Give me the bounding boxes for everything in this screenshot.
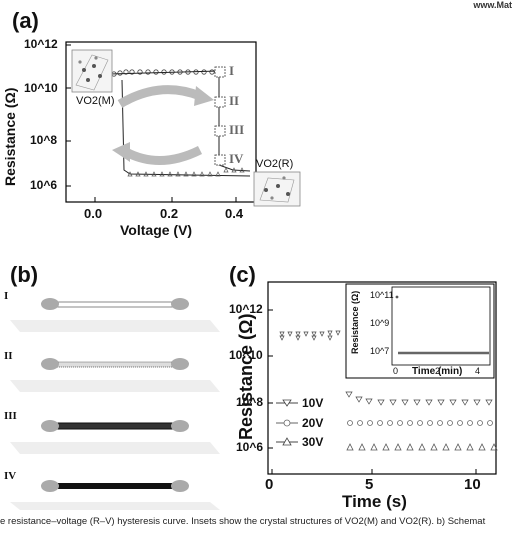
- rod-label-IV: IV: [4, 470, 17, 482]
- rod-label-III: III: [4, 410, 17, 422]
- legend-20v: 20V: [302, 416, 324, 430]
- rod-row-I: [10, 298, 220, 332]
- panel-c-tag: (c): [229, 262, 256, 287]
- panel-c-ytick-0: 10^6: [236, 440, 264, 454]
- plot-frame-c: [267, 281, 497, 475]
- state-I: I: [229, 63, 235, 78]
- plot-frame: [65, 41, 257, 203]
- rod-row-III: [10, 420, 220, 454]
- inset-ylabel: Resistance (Ω): [350, 290, 360, 354]
- low-state-markers: [127, 167, 245, 177]
- panel-a-xtick-0: 0.0: [84, 206, 103, 221]
- panel-c-ytick-2: 10^10: [229, 348, 263, 362]
- panel-c-chart: [267, 281, 498, 475]
- crystal-inset-right: [253, 171, 301, 207]
- panel-a-ytick-3: 10^12: [24, 37, 58, 51]
- panel-c-inset: [345, 283, 495, 379]
- rod-row-IV: [10, 480, 220, 510]
- panel-a-xlabel: Voltage (V): [120, 222, 193, 238]
- series-30v: [346, 443, 498, 451]
- inset-xtick-2: 4: [475, 366, 481, 376]
- journal-url: www.Mat: [473, 0, 512, 10]
- crystal-inset-left: [71, 49, 113, 93]
- legend-30v: 30V: [302, 435, 324, 449]
- arrow-lower: [123, 145, 203, 165]
- panel-c-ytick-1: 10^8: [236, 395, 264, 409]
- panel-b-rods: [10, 298, 220, 510]
- figure-caption: e resistance–voltage (R–V) hysteresis cu…: [0, 516, 486, 527]
- inset-xlabel: Time (min): [412, 366, 463, 377]
- inset-xtick-1: 2: [435, 366, 441, 376]
- panel-c-xtick-1: 5: [365, 476, 374, 493]
- inset-right-label: VO2(R): [256, 158, 294, 170]
- series-10v-late: [345, 391, 493, 406]
- panel-c-xtick-0: 0: [265, 476, 274, 493]
- rod-row-II: [10, 358, 220, 392]
- state-IV: IV: [229, 151, 244, 166]
- panel-b-tag: (b): [10, 262, 39, 287]
- state-III: III: [229, 122, 245, 137]
- inset-left-label: VO2(M): [76, 95, 115, 107]
- inset-ytick-1: 10^9: [370, 318, 390, 328]
- panel-a-ytick-1: 10^8: [30, 133, 58, 147]
- rod-label-I: I: [4, 290, 9, 302]
- series-10v-early: [279, 330, 341, 341]
- panel-a-xtick-1: 0.2: [160, 206, 179, 221]
- panel-a-chart: [65, 41, 301, 207]
- panel-c-xlabel: Time (s): [342, 492, 407, 511]
- panel-c-ylabel: Resistance (Ω): [236, 313, 256, 440]
- series-20v: [347, 420, 493, 426]
- panel-c-ytick-3: 10^12: [229, 302, 263, 316]
- inset-ytick-0: 10^7: [370, 346, 390, 356]
- legend-c: [276, 399, 298, 446]
- panel-a-xtick-2: 0.4: [225, 206, 244, 221]
- arrow-upper: [117, 85, 202, 108]
- inset-xtick-0: 0: [393, 366, 399, 376]
- panel-a-ytick-2: 10^10: [24, 81, 58, 95]
- state-II: II: [229, 93, 240, 108]
- panel-a-tag: (a): [12, 8, 39, 33]
- panel-a-ytick-0: 10^6: [30, 178, 58, 192]
- panel-c-xtick-2: 10: [464, 476, 481, 493]
- inset-ytick-2: 10^11: [370, 290, 394, 300]
- rod-label-II: II: [4, 350, 13, 362]
- legend-10v: 10V: [302, 396, 324, 410]
